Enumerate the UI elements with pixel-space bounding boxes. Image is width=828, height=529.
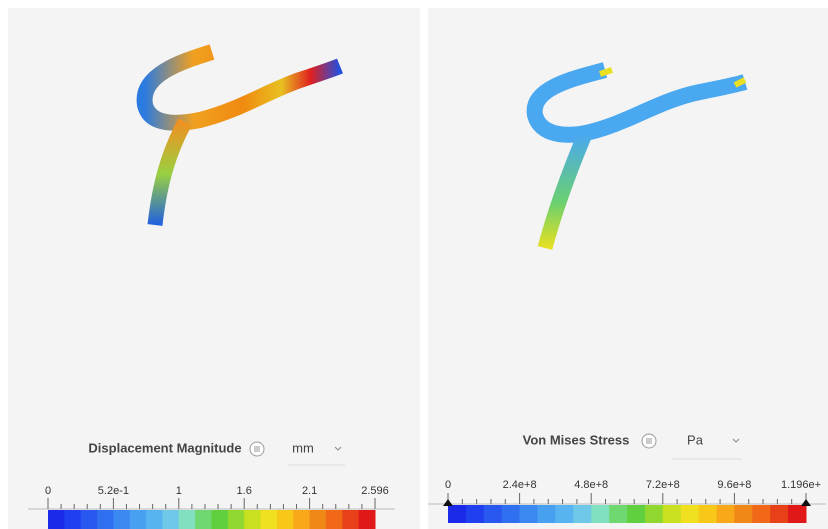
colorbar-segment xyxy=(466,505,484,523)
tick-label: 1.6 xyxy=(237,485,252,497)
colorbar-segment xyxy=(113,510,130,529)
colorbar-segment xyxy=(573,505,591,523)
colorbar-segment xyxy=(609,505,627,523)
screenshot: Displacement Magnitude mm 0 5.2e-1 1 1.6 2.1 2.… xyxy=(0,0,828,529)
colorbar-segment xyxy=(342,510,359,529)
colorbar-segment xyxy=(627,505,645,523)
colorbar-segment xyxy=(326,510,343,529)
unit-dropdown[interactable]: Pa xyxy=(687,432,704,447)
colorbar-segment xyxy=(81,510,98,529)
colorbar-segment xyxy=(663,505,681,523)
tick-label: 1 xyxy=(176,485,182,497)
colorbar-segment xyxy=(293,510,310,529)
tick-label: 7.2e+8 xyxy=(646,479,680,491)
colorbar-segment xyxy=(770,505,788,523)
tick-label: 0 xyxy=(45,485,51,497)
colorbar-segment xyxy=(555,505,573,523)
colorbar-segment xyxy=(681,505,699,523)
tick-label: 0 xyxy=(445,479,451,491)
colorbar-segment xyxy=(97,510,114,529)
colorbar-segment xyxy=(162,510,179,529)
colorbar-segment xyxy=(130,510,147,529)
colorbar-segment xyxy=(179,510,196,529)
colorbar-segment xyxy=(520,505,538,523)
tick-label: 1.196e+ xyxy=(781,479,821,491)
colorbar-segment xyxy=(591,505,609,523)
colorbar-segment xyxy=(645,505,663,523)
tick-label: 2.596 xyxy=(361,485,389,497)
colorbar-segment xyxy=(538,505,556,523)
colorbar-segment xyxy=(48,510,65,529)
colorbar-segment xyxy=(502,505,520,523)
colorbar-segment xyxy=(64,510,81,529)
colorbar-segment xyxy=(717,505,735,523)
colorbar-segment xyxy=(734,505,752,523)
legend-title: Displacement Magnitude xyxy=(88,440,241,455)
colorbar-segment xyxy=(484,505,502,523)
colorbar-segment xyxy=(212,510,229,529)
colorbar-segment xyxy=(359,510,376,529)
colorbar-segment xyxy=(788,505,806,523)
colorbar-segment xyxy=(244,510,261,529)
colorbar-segment xyxy=(699,505,717,523)
colorbar-segment xyxy=(146,510,163,529)
colorbar-segment xyxy=(228,510,245,529)
right-panel xyxy=(428,8,828,529)
colorbar-segment xyxy=(448,505,466,523)
tick-label: 9.6e+8 xyxy=(717,479,751,491)
tick-label: 5.2e-1 xyxy=(98,485,129,497)
colorbar-segment xyxy=(261,510,278,529)
colorbar-segment xyxy=(277,510,294,529)
tick-label: 2.4e+8 xyxy=(503,479,537,491)
colorbar-segment xyxy=(195,510,212,529)
legend-title: Von Mises Stress xyxy=(523,432,630,447)
colorbar-segment xyxy=(310,510,327,529)
tick-label: 2.1 xyxy=(302,485,317,497)
colorbar-segment xyxy=(752,505,770,523)
unit-dropdown[interactable]: mm xyxy=(292,440,314,455)
tick-label: 4.8e+8 xyxy=(574,479,608,491)
